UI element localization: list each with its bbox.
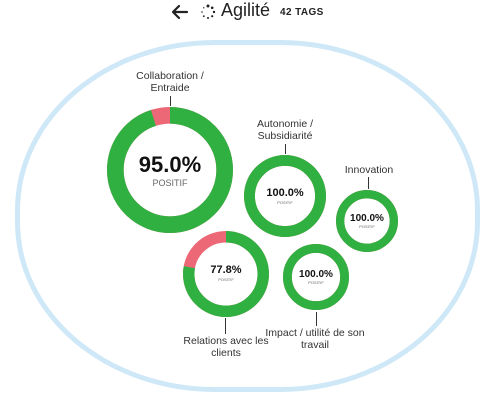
donut-positive-segment (335, 189, 399, 253)
bubble-percent: 100.0% (350, 213, 384, 224)
bubble-sub: POSITIF (308, 280, 324, 285)
leader-line (225, 318, 226, 334)
arrow-left-icon[interactable] (171, 3, 189, 21)
leader-line (316, 312, 317, 326)
donut-positive-segment (106, 106, 234, 234)
donut-chart (243, 154, 327, 238)
bubble-sub: POSITIF (359, 224, 375, 229)
bubble-sub: POSITIF (152, 178, 188, 188)
bubble-autonomie[interactable]: 100.0% POSITIF (243, 154, 327, 238)
bubble-percent: 77.8% (210, 264, 242, 276)
bubble-impact[interactable]: 100.0% POSITIF (282, 243, 350, 311)
bubble-label-innovation: Innovation (344, 164, 394, 176)
leader-line (285, 144, 286, 154)
donut-positive-segment (183, 231, 269, 317)
page-title: Agilité (221, 0, 271, 20)
dotted-circle-icon (201, 4, 216, 19)
bubble-label-autonomie: Autonomie / Subsidiarité (256, 118, 314, 142)
leader-line (368, 177, 369, 189)
bubble-percent: 100.0% (266, 187, 304, 199)
bubble-sub: POSITIF (218, 277, 234, 282)
header-bar: Agilité 42 TAGS (0, 0, 500, 30)
bubble-label-collaboration: Collaboration / Entraide (136, 70, 204, 94)
bubble-frame (15, 40, 480, 392)
bubble-sub: POSITIF (277, 200, 293, 205)
donut-chart (335, 189, 399, 253)
bubble-collaboration[interactable]: 95.0% POSITIF (106, 106, 234, 234)
bubble-label-relations: Relations avec les clients (183, 335, 269, 359)
bubble-label-impact: Impact / utilité de son travail (265, 327, 365, 351)
donut-chart (283, 244, 349, 310)
bubble-relations[interactable]: 77.8% POSITIF (182, 230, 270, 318)
donut-chart (183, 231, 269, 317)
bubble-innovation[interactable]: 100.0% POSITIF (335, 189, 399, 253)
bubble-percent: 100.0% (299, 269, 333, 280)
donut-positive-segment (243, 154, 327, 238)
tags-count: 42 TAGS (280, 7, 324, 18)
bubble-percent: 95.0% (138, 152, 202, 177)
leader-line (170, 96, 171, 106)
donut-chart (106, 106, 234, 234)
donut-positive-segment (283, 244, 349, 310)
